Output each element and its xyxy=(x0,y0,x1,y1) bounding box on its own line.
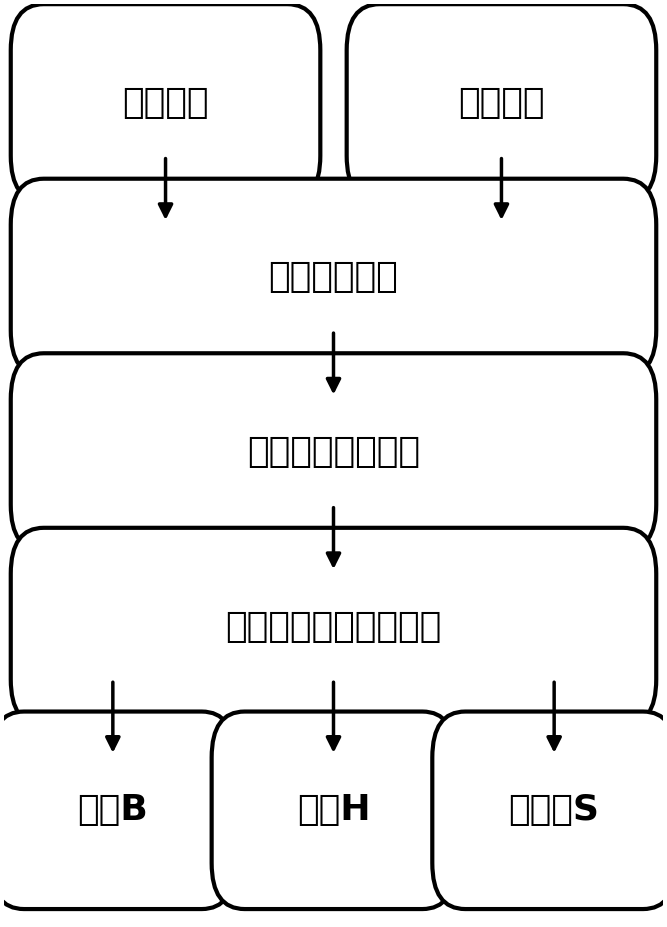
Text: 成形区域上下边界拟合: 成形区域上下边界拟合 xyxy=(225,610,442,643)
Text: 焊缝成形区域确定: 焊缝成形区域确定 xyxy=(247,435,420,469)
Text: 焊后轮廓: 焊后轮廓 xyxy=(458,86,545,120)
FancyBboxPatch shape xyxy=(211,712,456,909)
FancyBboxPatch shape xyxy=(432,712,667,909)
FancyBboxPatch shape xyxy=(11,353,656,551)
FancyBboxPatch shape xyxy=(11,179,656,376)
FancyBboxPatch shape xyxy=(11,527,656,725)
Text: 焊缝轮廓对齐: 焊缝轮廓对齐 xyxy=(269,260,398,295)
FancyBboxPatch shape xyxy=(347,4,656,202)
FancyBboxPatch shape xyxy=(0,712,235,909)
Text: 截面积S: 截面积S xyxy=(509,794,600,827)
FancyBboxPatch shape xyxy=(11,4,320,202)
Text: 焊前轮廓: 焊前轮廓 xyxy=(122,86,209,120)
Text: 熔宽B: 熔宽B xyxy=(77,794,148,827)
Text: 熔深H: 熔深H xyxy=(297,794,370,827)
